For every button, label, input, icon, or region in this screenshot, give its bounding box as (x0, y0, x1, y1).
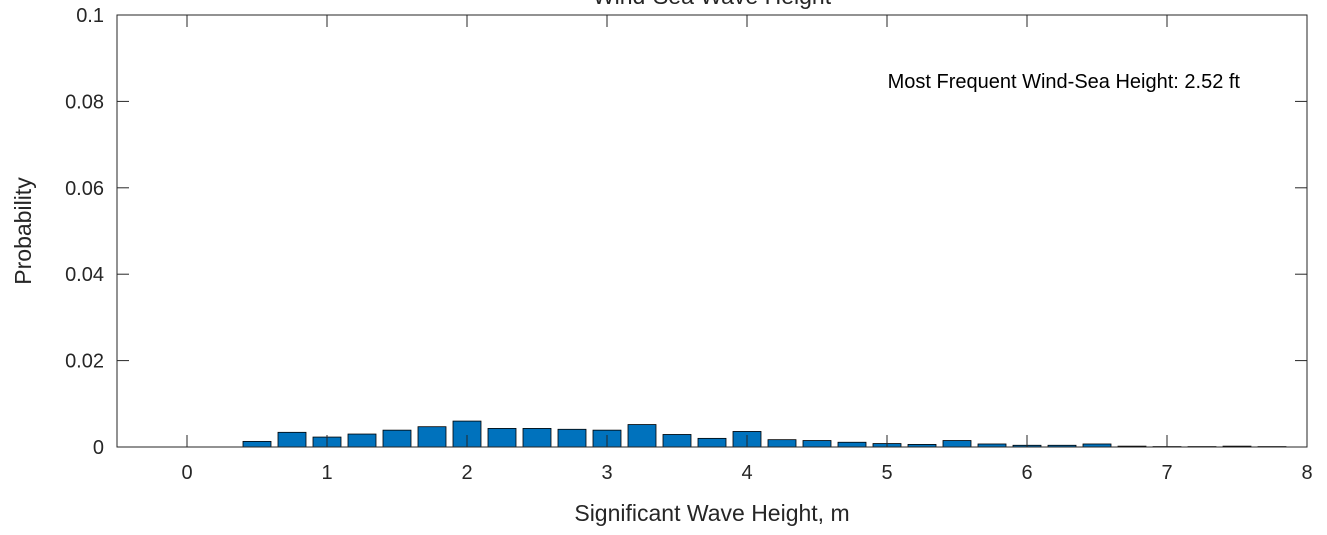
bar (452, 420, 482, 448)
x-tick-labels: 0 1 2 3 4 5 6 7 8 (181, 462, 1312, 484)
y-tick-label: 0.02 (65, 351, 104, 373)
bar-series (242, 420, 1287, 448)
x-tick-label: 5 (881, 462, 892, 484)
y-tick-label: 0 (93, 437, 104, 459)
chart-title: Wind-Sea Wave Height (593, 0, 832, 9)
x-tick-label: 2 (461, 462, 472, 484)
bar (242, 440, 272, 448)
axis-ticks (117, 14, 1308, 448)
y-tick-label: 0.08 (65, 91, 104, 113)
x-axis-label: Significant Wave Height, m (574, 500, 849, 526)
bar (802, 440, 832, 448)
x-tick-label: 3 (601, 462, 612, 484)
y-tick-label: 0.06 (65, 178, 104, 200)
bar (627, 424, 657, 448)
x-tick-label: 4 (741, 462, 752, 484)
most-frequent-annotation: Most Frequent Wind-Sea Height: 2.52 ft (888, 71, 1241, 93)
bar (662, 434, 692, 448)
x-tick-label: 1 (321, 462, 332, 484)
bar (417, 426, 447, 448)
y-tick-labels: 0 0.02 0.04 0.06 0.08 0.1 (65, 5, 104, 459)
x-tick-label: 8 (1301, 462, 1312, 484)
x-tick-label: 0 (181, 462, 192, 484)
bar (522, 428, 552, 448)
bar (837, 441, 867, 448)
plot-area-frame (116, 14, 1308, 448)
bar (347, 433, 377, 448)
bar (382, 429, 412, 448)
y-axis-label: Probability (10, 177, 36, 285)
bar (277, 431, 307, 448)
x-tick-label: 7 (1161, 462, 1172, 484)
bar (767, 439, 797, 448)
bar (557, 428, 587, 448)
y-tick-label: 0.1 (76, 5, 104, 27)
x-tick-label: 6 (1021, 462, 1032, 484)
bar (697, 437, 727, 448)
bar (942, 440, 972, 448)
bar (487, 428, 517, 448)
y-tick-label: 0.04 (65, 264, 104, 286)
